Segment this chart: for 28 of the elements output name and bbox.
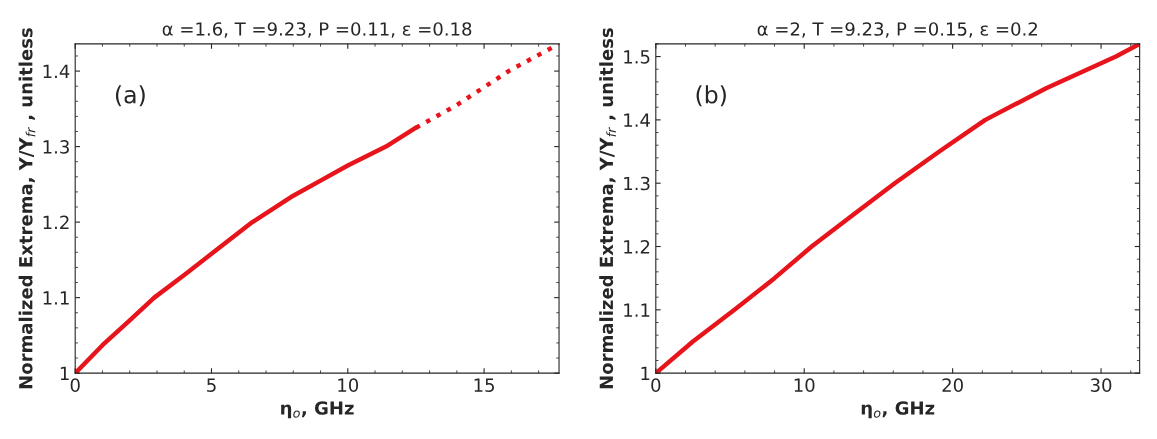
x-tick-label: 0 xyxy=(70,378,80,392)
y-tick-label: 1 xyxy=(641,366,650,381)
y-tick-label: 1.4 xyxy=(43,64,70,78)
x-axis-title: η$_{o}$, GHz xyxy=(861,401,935,419)
y-tick-label: 1.4 xyxy=(624,113,650,127)
y-axis-title: Normalized Extrema, Y/Y$_{fr}$ , unitless xyxy=(599,28,616,389)
x-tick-label: 5 xyxy=(207,378,216,392)
y-tick-label: 1.1 xyxy=(43,291,69,305)
x-tick-label: 15 xyxy=(474,378,494,392)
x-axis-title: η$_{o}$, GHz xyxy=(281,401,354,419)
x-tick-label: 20 xyxy=(942,378,963,392)
y-tick-label: 1.5 xyxy=(624,50,650,64)
x-tick-label: 10 xyxy=(338,378,359,392)
x-tick-label: 0 xyxy=(651,378,661,392)
y-tick-label: 1 xyxy=(60,366,69,381)
chart-title: α =2, T =9.23, P =0.15, ε =0.2 xyxy=(757,22,1037,38)
y-tick-label: 1.3 xyxy=(43,140,69,154)
chart-title: α =1.6, T =9.23, P =0.11, ε =0.18 xyxy=(162,22,472,38)
annotation: (b) xyxy=(696,85,726,107)
y-tick-label: 1.2 xyxy=(43,215,69,229)
y-axis-title: Normalized Extrema, Y/Y$_{fr}$ , unitless xyxy=(18,28,36,389)
y-tick-label: 1.2 xyxy=(624,239,650,254)
annotation: (a) xyxy=(115,85,145,107)
x-tick-label: 10 xyxy=(794,378,815,392)
line-series xyxy=(655,43,1140,374)
x-tick-label: 30 xyxy=(1090,378,1112,392)
y-tick-label: 1.1 xyxy=(624,303,650,317)
y-tick-label: 1.3 xyxy=(624,176,650,191)
